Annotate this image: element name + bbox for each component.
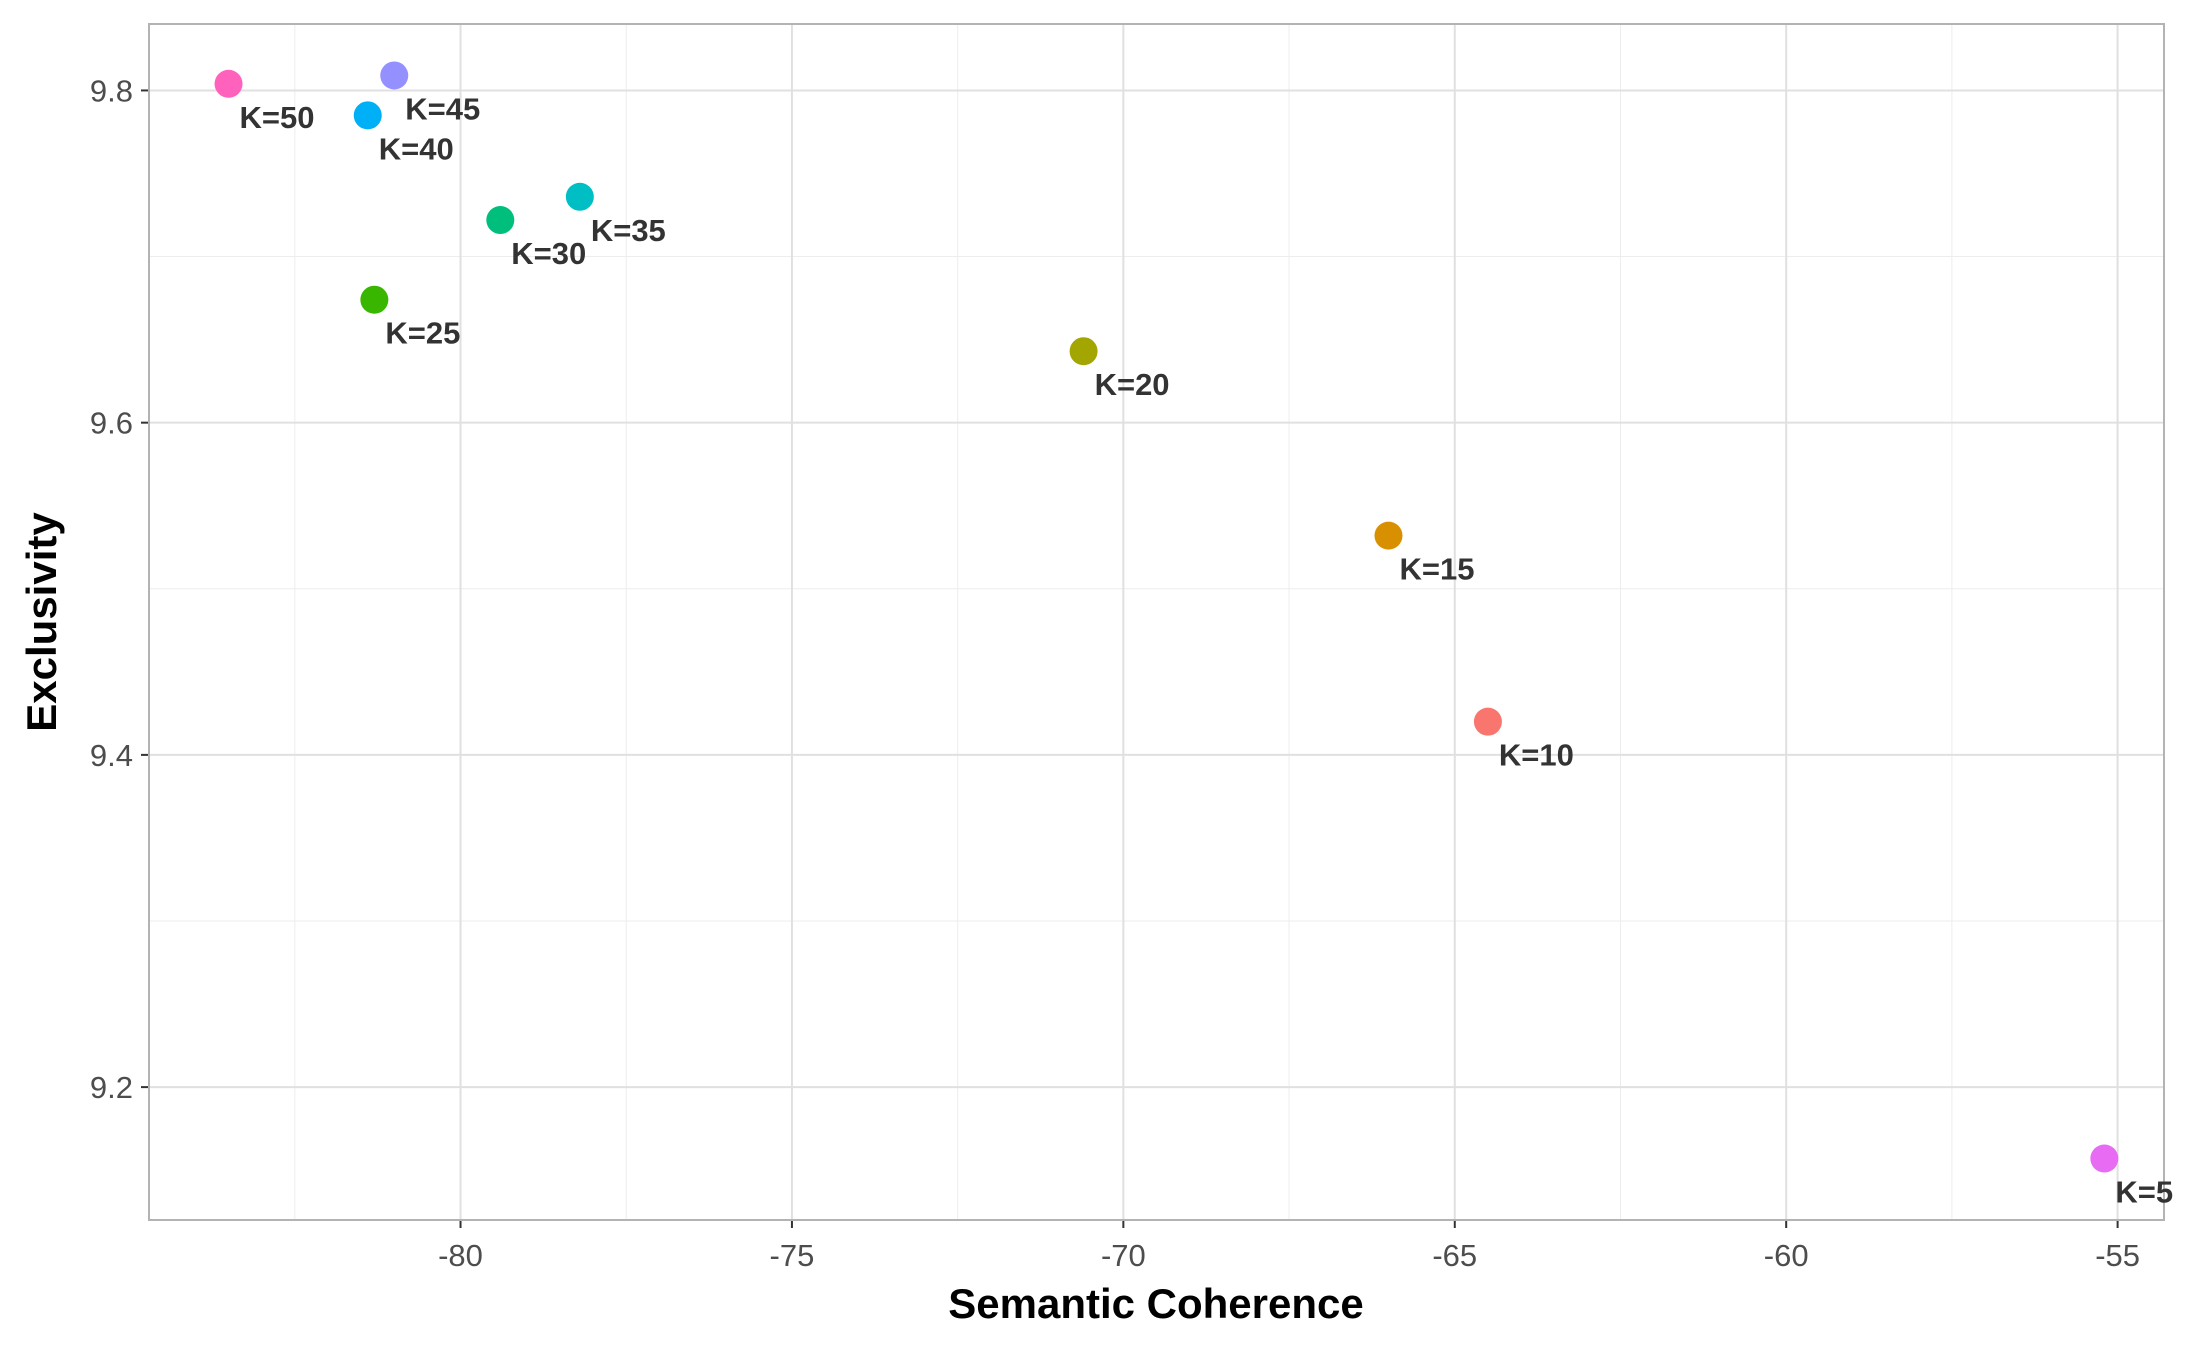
data-label: K=5 [2115, 1175, 2173, 1210]
x-tick-label: -55 [2095, 1238, 2140, 1273]
x-tick-label: -70 [1101, 1238, 1146, 1273]
data-point [1069, 337, 1098, 366]
y-tick-label: 9.2 [90, 1070, 133, 1105]
data-point [486, 206, 515, 235]
data-label: K=10 [1499, 738, 1574, 773]
data-label: K=25 [385, 316, 460, 351]
x-tick-label: -60 [1764, 1238, 1809, 1273]
data-point [214, 69, 243, 98]
data-label: K=35 [591, 213, 666, 248]
data-label: K=40 [379, 131, 454, 166]
y-axis-title: Exclusivity [18, 512, 65, 732]
panel-background [149, 24, 2164, 1220]
y-tick-label: 9.8 [90, 73, 133, 108]
x-tick-label: -65 [1432, 1238, 1477, 1273]
data-label: K=20 [1095, 367, 1170, 402]
data-point [2090, 1144, 2119, 1173]
data-point [380, 61, 409, 90]
data-label: K=50 [240, 100, 315, 135]
data-point [1473, 707, 1502, 736]
y-axis-ticks: 9.2 9.4 9.6 9.8 [90, 73, 149, 1105]
x-axis-title: Semantic Coherence [948, 1280, 1364, 1327]
x-tick-label: -75 [770, 1238, 815, 1273]
y-tick-label: 9.6 [90, 406, 133, 441]
grid [149, 24, 2164, 1220]
y-tick-label: 9.4 [90, 738, 133, 773]
data-label: K=30 [511, 236, 586, 271]
data-point [360, 285, 389, 314]
data-label: K=45 [405, 91, 480, 126]
data-point [565, 182, 594, 211]
data-points [214, 61, 2119, 1173]
data-point [353, 101, 382, 130]
panel-border [148, 23, 2165, 1221]
point-labels: K=5 K=10 K=15 K=20 K=25 K=30K=35 K=40 K=45 K=50 [240, 91, 2174, 1209]
x-tick-label: -80 [438, 1238, 483, 1273]
x-axis-ticks: -80 -75 -70 -65 -60 -55 [438, 1220, 2140, 1273]
data-point [1374, 521, 1403, 550]
data-label: K=15 [1399, 552, 1474, 587]
